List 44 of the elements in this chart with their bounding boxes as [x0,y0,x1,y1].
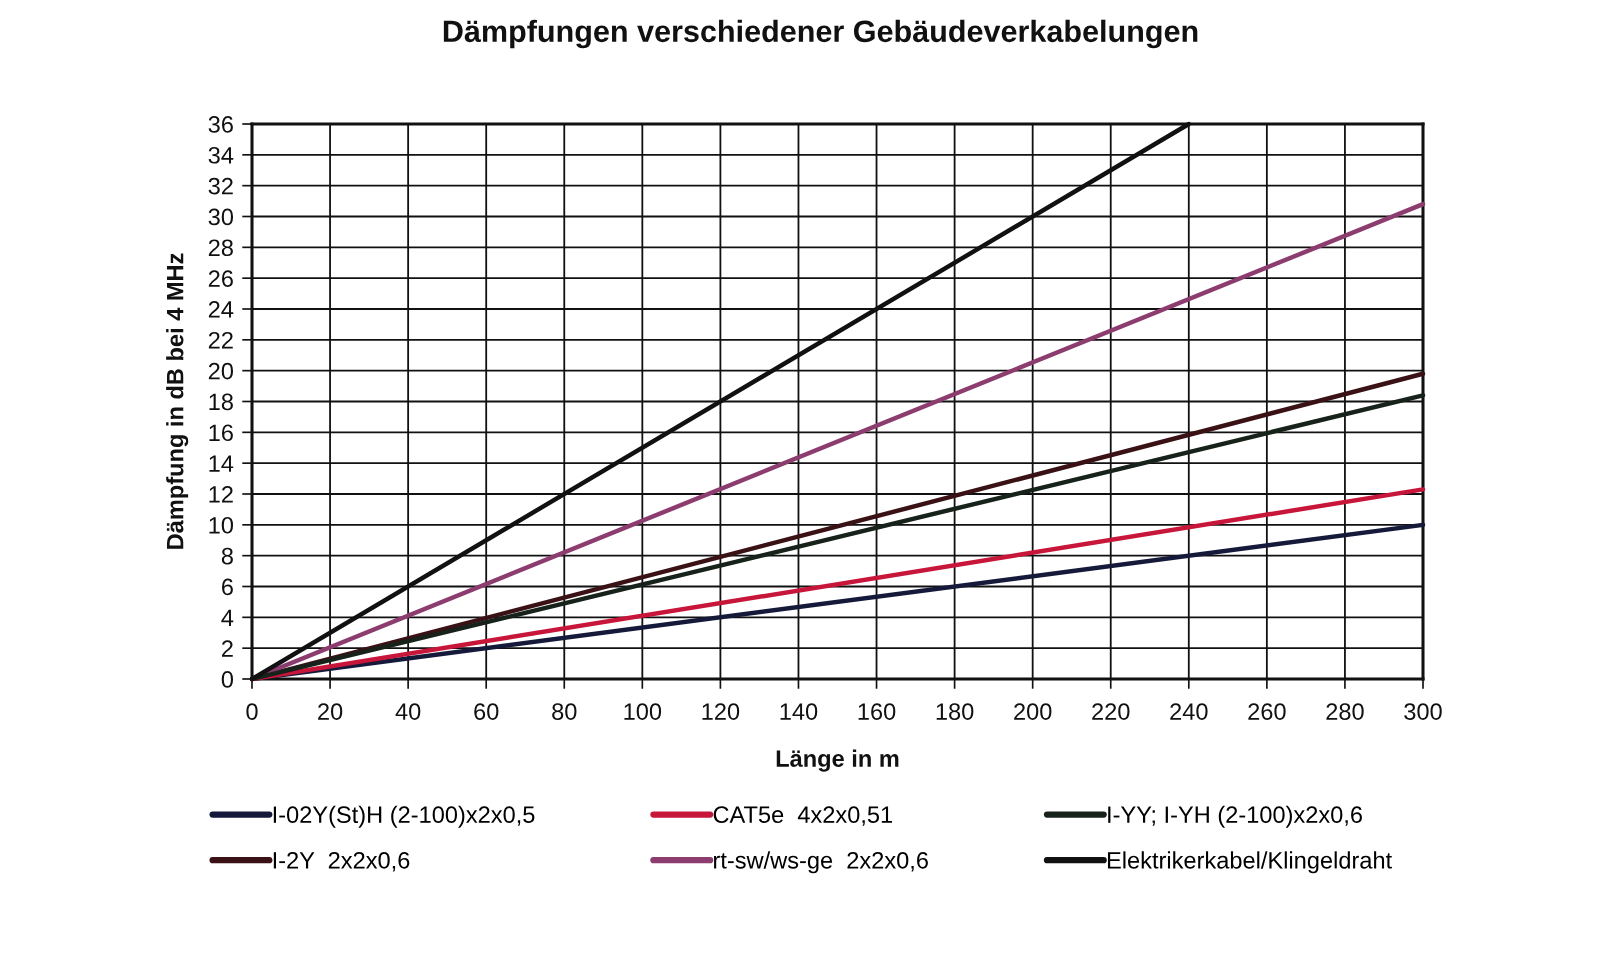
x-tick-label: 100 [624,703,662,720]
y-tick-label: 22 [208,331,233,349]
x-tick-label: 160 [858,703,896,720]
y-axis-title: Dämpfung in dB bei 4 MHz [166,253,189,549]
x-tick-label: 60 [474,703,499,720]
x-tick-label: 140 [780,703,818,720]
y-tick-label: 2 [222,640,233,657]
x-tick-label: 220 [1092,703,1130,720]
y-tick-label: 8 [221,547,233,565]
x-axis-title: Länge in m [776,749,899,772]
y-tick-label: 32 [208,177,233,195]
x-tick-label: 200 [1014,703,1052,720]
y-tick-label: 24 [208,301,234,318]
y-tick-label: 18 [209,393,233,411]
legend-label: rt-sw/ws-ge 2x2x0,6 [714,851,928,874]
x-tick-label: 120 [702,703,740,720]
x-tick-label: 280 [1326,703,1364,720]
x-tick-label: 260 [1248,703,1286,720]
y-tick-label: 10 [209,516,234,534]
x-tick-label: 240 [1170,703,1208,720]
y-tick-label: 26 [208,270,233,287]
x-tick-label: 20 [318,703,343,720]
y-tick-label: 34 [208,146,234,164]
legend-label: CAT5e 4x2x0,51 [713,806,893,826]
y-tick-label: 20 [208,362,234,380]
x-tick-label: 180 [936,703,974,720]
y-tick-label: 12 [209,486,233,503]
y-tick-label: 28 [208,239,233,257]
y-tick-label: 16 [209,424,233,442]
y-tick-label: 14 [209,455,234,472]
legend-label: Elektrikerkabel/Klingeldraht [1107,851,1392,874]
y-tick-label: 6 [222,578,233,596]
y-tick-label: 4 [221,609,234,626]
y-tick-label: 0 [221,671,234,688]
legend-label: I-2Y 2x2x0,6 [273,851,410,872]
x-tick-label: 0 [246,703,258,720]
y-tick-label: 30 [208,208,234,226]
legend-label: I-02Y(St)H (2-100)x2x0,5 [273,805,535,828]
chart-title: Dämpfungen verschiedener Gebäudeverkabelungen [443,19,1198,49]
y-tick-label: 36 [208,116,233,133]
legend-label: I-YY; I-YH (2-100)x2x0,6 [1108,805,1362,828]
x-tick-label: 80 [552,703,577,720]
x-tick-label: 300 [1404,703,1442,720]
x-tick-label: 40 [395,703,421,720]
